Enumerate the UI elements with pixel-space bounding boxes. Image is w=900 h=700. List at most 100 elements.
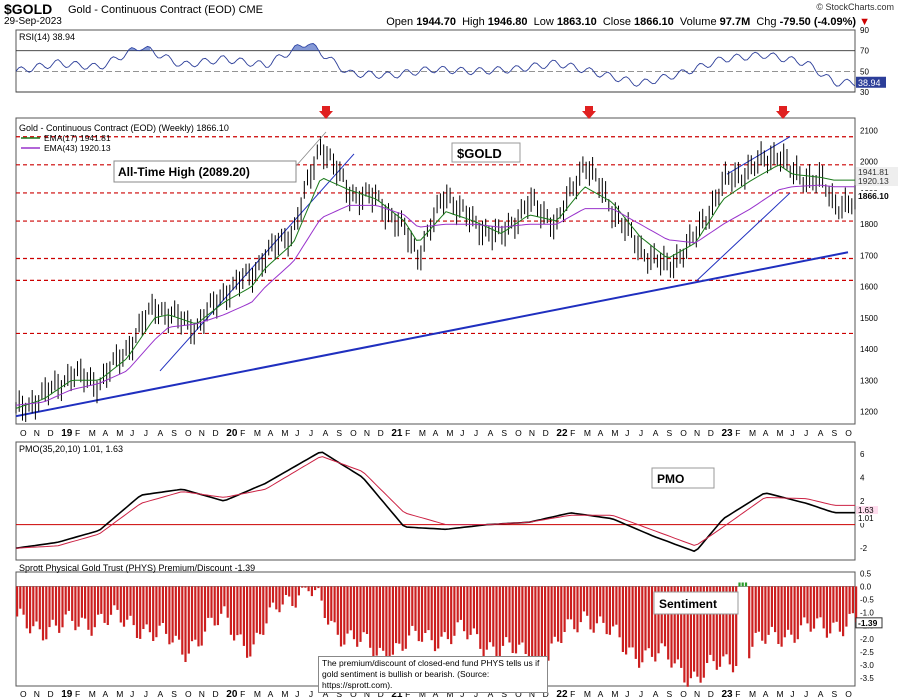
price-x-tick-label: J [639, 428, 643, 438]
price-tick-label: 1300 [860, 376, 878, 385]
ath-annotation-pointer [295, 131, 327, 167]
sentiment-bar [757, 586, 760, 632]
price-tick-label: 2000 [860, 158, 878, 167]
sentiment-bar [683, 586, 686, 683]
price-x-tick-label: J [295, 428, 299, 438]
open-value: 1944.70 [416, 16, 456, 28]
price-x-tick-label: A [433, 428, 439, 438]
sentiment-bar [148, 586, 151, 633]
sentiment-bar [751, 586, 754, 647]
sentiment-bar [524, 586, 527, 654]
sentiment-bar [252, 586, 255, 645]
sentiment-bar [514, 586, 518, 654]
sentiment-bar [518, 586, 521, 645]
pmo-right-box [856, 514, 878, 523]
sentiment-bar [294, 586, 297, 608]
sentiment-bar [842, 586, 845, 637]
sentiment-x-tick-label: A [158, 689, 164, 699]
sentiment-bar [793, 586, 796, 643]
sentiment-x-tick-label: A [763, 689, 769, 699]
price-x-tick-label: O [515, 428, 522, 438]
sentiment-bar [544, 586, 547, 672]
sentiment-bar [838, 586, 841, 632]
sentiment-bar [271, 586, 275, 603]
sentiment-bar [799, 586, 803, 626]
price-x-tick-label: J [130, 428, 134, 438]
price-x-tick-label: M [611, 428, 618, 438]
sentiment-bar [369, 586, 372, 648]
sentiment-x-tick-label: S [831, 689, 837, 699]
sentiment-bar [738, 582, 741, 587]
sentiment-x-tick-label: M [446, 689, 453, 699]
high-label: High [462, 16, 485, 28]
sentiment-bar [155, 586, 158, 638]
sentiment-bar [618, 586, 621, 638]
sentiment-bar [229, 586, 232, 635]
sentiment-x-tick-label: F [240, 689, 245, 699]
sentiment-x-tick-label: D [378, 689, 384, 699]
sentiment-bar [210, 586, 213, 618]
sentiment-x-tick-label: J [639, 689, 643, 699]
sentiment-bar [573, 586, 576, 630]
price-x-tick-label: A [763, 428, 769, 438]
rally-trendline-2020 [159, 153, 355, 372]
sentiment-bar [566, 586, 569, 620]
sentiment-bar [126, 586, 129, 620]
sentiment-bar [660, 586, 663, 644]
price-tick-label: 1700 [860, 251, 878, 260]
sentiment-bar [301, 586, 304, 588]
pmo-legend: PMO(35,20,10) 1.01, 1.63 [19, 444, 123, 454]
sentiment-bar [466, 586, 469, 640]
sentiment-bar [203, 586, 207, 632]
sentiment-bar [365, 586, 369, 634]
sentiment-bar [80, 586, 83, 618]
sentiment-bar [731, 586, 735, 673]
sentiment-bar [391, 586, 394, 655]
sentiment-bar [430, 586, 433, 641]
sentiment-bar [699, 586, 702, 683]
sentiment-bar [352, 586, 356, 640]
price-tick-label: 1800 [860, 220, 878, 229]
sentiment-bar [314, 586, 317, 591]
sentiment-bar [657, 586, 660, 654]
sentiment-bar [317, 586, 320, 589]
price-x-tick-label: S [336, 428, 342, 438]
sentiment-bar [197, 586, 200, 647]
ath-annotation: All-Time High (2089.20) [118, 165, 250, 179]
price-x-tick-label: S [666, 428, 672, 438]
sentiment-x-tick-label: F [75, 689, 80, 699]
sentiment-bar [414, 586, 417, 631]
sentiment-bar [608, 586, 611, 635]
sentiment-bar [787, 586, 790, 630]
symbol: $GOLD [4, 1, 53, 17]
price-right-box [856, 191, 898, 201]
rsi-overbought-fill [292, 43, 319, 51]
sentiment-bar [178, 586, 181, 640]
price-x-tick-label: F [75, 428, 80, 438]
rsi-overbought-fill [142, 46, 151, 51]
chart-header: $GOLD Gold - Continuous Contract (EOD) C… [0, 0, 900, 28]
price-x-tick-label: F [570, 428, 575, 438]
price-x-tick-label: J [474, 428, 478, 438]
sentiment-x-tick-label: M [419, 689, 426, 699]
sentiment-bar [715, 586, 718, 670]
ath-annotation-box [113, 160, 297, 183]
sentiment-bar [744, 582, 748, 587]
sentiment-x-tick-label: M [749, 689, 756, 699]
sentiment-x-tick-label: N [364, 689, 370, 699]
sentiment-x-tick-label: S [501, 689, 507, 699]
pmo-tick-label: 4 [860, 473, 865, 482]
sentiment-x-tick-label: S [336, 689, 342, 699]
sentiment-x-tick-label: J [804, 689, 808, 699]
price-x-tick-label: O [350, 428, 357, 438]
price-x-tick-label: J [309, 428, 313, 438]
sentiment-bar [239, 586, 242, 635]
rsi-current-label: 38.94 [858, 78, 881, 88]
sentiment-bar [495, 586, 498, 657]
sentiment-bar [476, 586, 479, 635]
sentiment-bar [213, 586, 216, 626]
sentiment-bar [709, 586, 712, 655]
price-x-tick-label: M [254, 428, 261, 438]
sentiment-bar [796, 586, 799, 640]
sentiment-bar [770, 586, 773, 627]
